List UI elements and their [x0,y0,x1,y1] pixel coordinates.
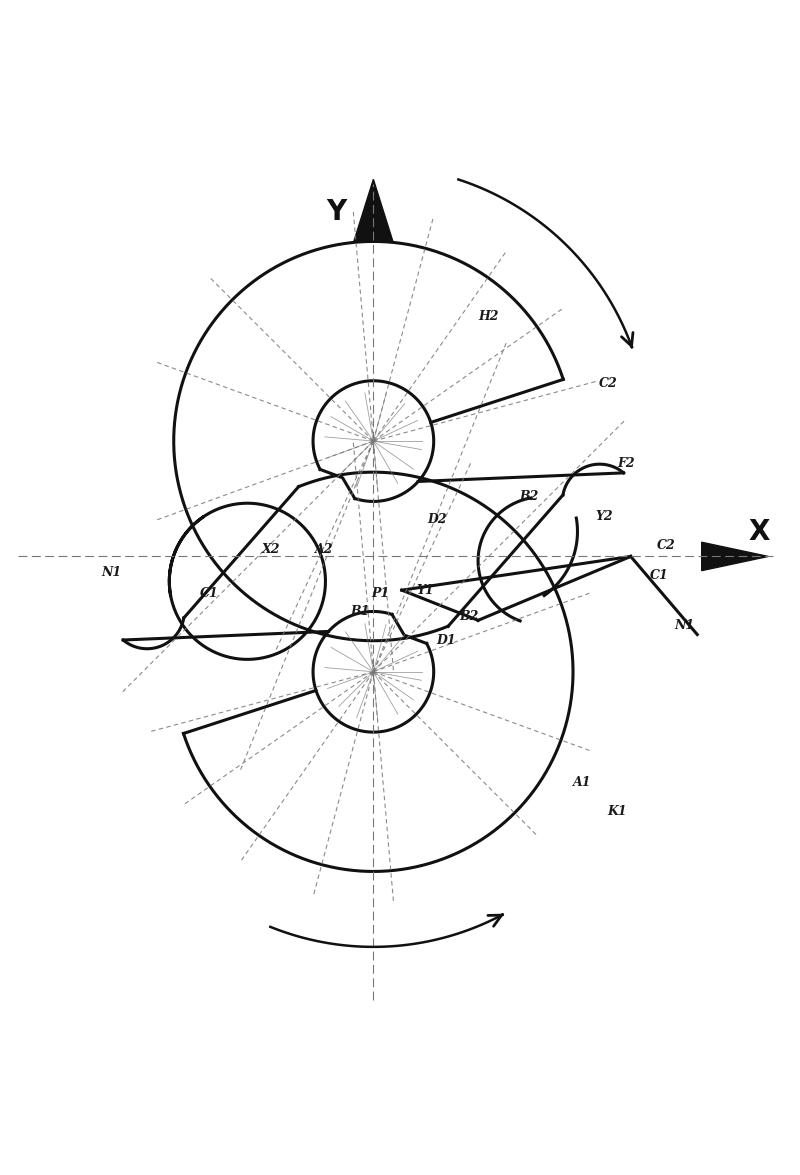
Text: C1: C1 [650,570,669,583]
Text: A1: A1 [573,777,591,790]
Text: C2: C2 [599,377,618,390]
Text: Y: Y [326,199,346,226]
Text: H2: H2 [478,310,499,323]
Text: B1: B1 [350,605,370,618]
Text: K1: K1 [607,806,627,819]
Text: F2: F2 [618,457,635,470]
Text: X: X [749,518,770,545]
Text: D1: D1 [436,634,456,647]
Polygon shape [354,180,393,241]
Text: N1: N1 [674,619,694,632]
Polygon shape [702,542,768,571]
Text: P1: P1 [371,588,390,600]
Text: C2: C2 [657,539,675,552]
Text: N1: N1 [102,566,122,579]
Text: B2: B2 [459,610,479,623]
Text: A2: A2 [315,543,334,556]
Text: Y1: Y1 [416,584,434,597]
Text: Y2: Y2 [595,510,613,523]
Text: X2: X2 [262,543,281,556]
Text: B2: B2 [519,490,538,503]
Text: C1: C1 [200,588,218,600]
Text: D2: D2 [427,512,447,525]
